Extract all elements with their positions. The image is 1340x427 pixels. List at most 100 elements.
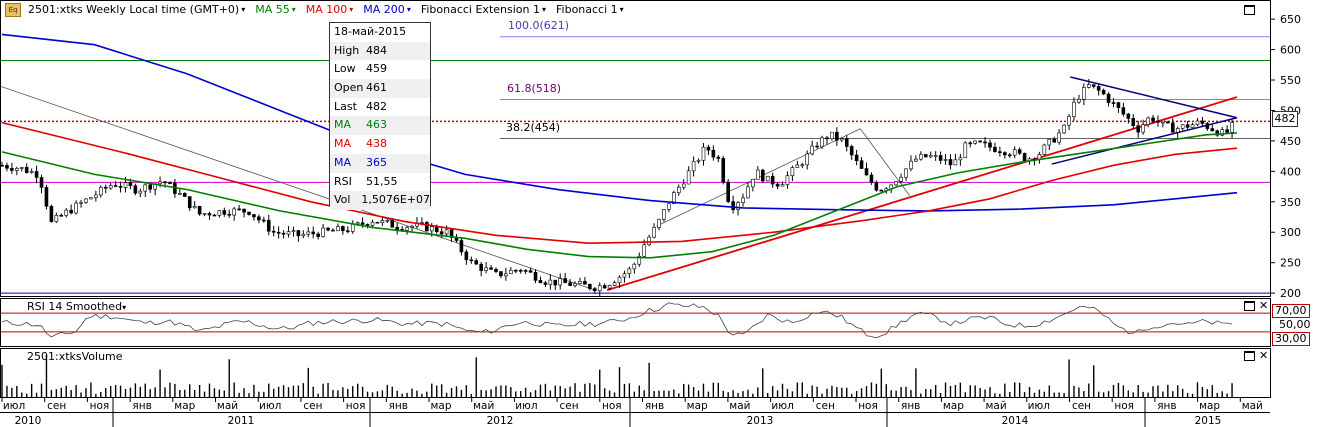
candle-body [439, 231, 444, 235]
candle-body [103, 186, 108, 189]
rsi-lower-tag: 30,00 [1272, 332, 1310, 346]
candle-body [345, 230, 350, 233]
candle-body [1082, 87, 1086, 100]
candle-body [148, 184, 152, 190]
candle-body [790, 167, 795, 176]
candle-body [672, 192, 676, 204]
x-month-label: янв [1157, 400, 1176, 412]
candle-body [271, 230, 276, 233]
candle-body [553, 279, 558, 286]
candle-body [751, 179, 755, 188]
candle-body [84, 198, 88, 203]
candle-body [316, 233, 320, 237]
fib-382-label: 38.2(454) [506, 121, 561, 134]
rsi-plot [0, 302, 1270, 339]
candle-body [311, 231, 316, 235]
candle-body [721, 158, 726, 183]
candle-body [578, 281, 582, 284]
candle-body [331, 229, 335, 232]
candle-body [760, 169, 765, 182]
candle-body [667, 203, 671, 210]
rsi-panel-label[interactable]: RSI 14 Smoothed▾ [27, 300, 127, 313]
candle-body [10, 167, 14, 171]
candle-body [494, 269, 498, 272]
candle-body [854, 154, 859, 161]
candle-body [44, 187, 49, 207]
candle-body [894, 181, 898, 186]
candle-body [247, 211, 251, 215]
candle-body [1210, 128, 1215, 132]
candle-body [583, 281, 587, 285]
candle-body [49, 205, 54, 222]
main-maximize-icon[interactable] [1244, 5, 1255, 15]
x-month-label: мар [430, 400, 451, 412]
x-month-label: сен [47, 400, 66, 412]
y-tick-label: 300 [1280, 226, 1301, 239]
rsi-line [1, 302, 1233, 339]
candle-body [1230, 122, 1234, 133]
candle-body [395, 226, 400, 230]
x-month-label: июл [1028, 400, 1050, 412]
ma100-indicator[interactable]: MA 100 ▾ [305, 2, 354, 16]
x-year-label: 2015 [1195, 415, 1222, 427]
candle-body [686, 170, 691, 185]
candle-body [963, 142, 968, 159]
candle-body [375, 221, 380, 224]
last-price-tag: 482 [1272, 111, 1298, 127]
ma200-indicator[interactable]: MA 200 ▾ [363, 2, 411, 16]
candle-body [350, 223, 355, 232]
candle-body [1057, 132, 1061, 143]
candle-body [74, 202, 78, 214]
x-month-label: янв [132, 400, 151, 412]
candle-body [622, 273, 627, 278]
y-tick-label: 450 [1280, 135, 1301, 148]
candle-body [54, 215, 59, 222]
x-month-label: ноя [90, 400, 110, 412]
x-month-label: ноя [1114, 400, 1134, 412]
candle-body [948, 159, 953, 166]
fib-100-label: 100.0(621) [508, 19, 570, 32]
y-tick-label: 550 [1280, 74, 1301, 87]
candle-body [943, 159, 948, 161]
rsi-close-icon[interactable]: ✕ [1259, 299, 1269, 312]
candle-body [89, 197, 93, 200]
candle-body [701, 146, 706, 161]
y-tick-label: 250 [1280, 257, 1301, 270]
ma55-indicator[interactable]: MA 55 ▾ [255, 2, 296, 16]
symbol-selector[interactable]: 2501:xtks Weekly Local time (GMT+0) ▾ [28, 2, 246, 16]
rsi-upper-tag: 70,00 [1272, 304, 1310, 318]
candle-body [543, 282, 548, 285]
candle-body [1205, 123, 1210, 129]
candle-body [390, 220, 395, 228]
candle-body [568, 282, 572, 286]
candle-body [469, 259, 474, 262]
candle-body [118, 186, 123, 188]
triangle-top [1070, 76, 1238, 119]
volume-close-icon[interactable]: ✕ [1259, 349, 1269, 362]
candle-body [242, 208, 246, 213]
fib-extension-tool[interactable]: Fibonacci Extension 1 ▾ [420, 2, 546, 16]
x-month-label: сен [1072, 400, 1091, 412]
candle-body [993, 146, 997, 152]
candle-body [1156, 120, 1160, 123]
candle-body [1022, 152, 1027, 162]
x-month-label: ноя [602, 400, 622, 412]
candle-body [1052, 139, 1057, 143]
rsi-maximize-icon[interactable] [1244, 301, 1255, 311]
fib-tool[interactable]: Fibonacci 1 ▾ [556, 2, 624, 16]
equity-icon: Eq [5, 3, 21, 17]
volume-maximize-icon[interactable] [1244, 351, 1255, 361]
candle-body [612, 282, 617, 286]
candle-body [182, 193, 187, 197]
candle-body [637, 255, 642, 265]
trendline-up-red [606, 96, 1238, 291]
candle-body [484, 267, 488, 271]
candle-body [563, 278, 567, 284]
x-month-label: сен [560, 400, 579, 412]
candle-body [928, 155, 933, 158]
candle-body [405, 227, 409, 231]
candle-body [1126, 113, 1131, 119]
candle-body [365, 224, 370, 226]
candle-body [143, 184, 148, 192]
x-month-label: сен [303, 400, 322, 412]
